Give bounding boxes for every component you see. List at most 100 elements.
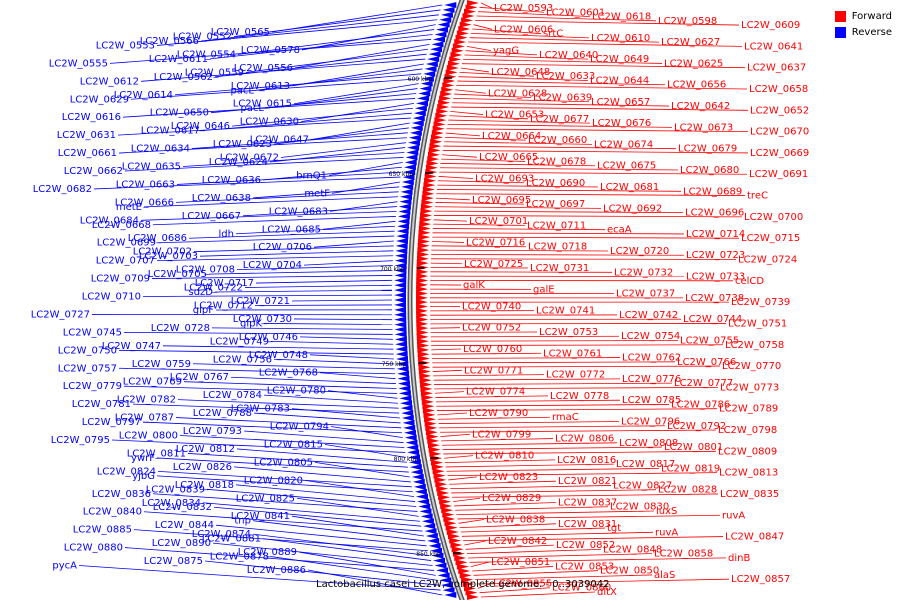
gene-arrow-reverse [394,297,406,303]
gene-label-forward: srtC [543,29,563,40]
gene-label-reverse: LC2W_0616 [62,112,121,123]
connector-line [322,220,396,230]
gene-label-forward: dinB [728,553,750,564]
connector-line [458,76,589,81]
gene-arrow-reverse [421,518,434,525]
gene-label-reverse: sdzD [188,287,213,298]
gene-label-forward: LC2W_0697 [526,199,585,210]
reverse-swatch [834,26,846,38]
connector-line [469,557,727,563]
connector-line [235,484,416,502]
gene-label-forward: LC2W_0642 [671,101,730,112]
gene-arrow-forward [456,563,469,570]
gene-label-forward: LC2W_0689 [683,186,742,197]
gene-label-reverse: LC2W_0662 [64,166,123,177]
gene-arrow-forward [449,537,462,544]
gene-label-forward: LC2W_0714 [686,229,745,240]
connector-line [313,240,394,248]
connector-line [156,19,438,46]
gene-arrow-reverse [406,444,419,451]
gene-arrow-forward [449,56,462,63]
connector-line [430,331,538,333]
connector-line [78,565,441,591]
gene-label-reverse: LC2W_0634 [131,144,190,155]
connector-line [431,344,724,346]
gene-arrow-reverse [395,247,408,254]
gene-label-reverse: LC2W_0706 [253,242,312,253]
gene-label-reverse: LC2W_0836 [92,489,151,500]
gene-label-forward: LC2W_0732 [614,267,673,278]
connector-line [444,137,527,141]
gene-label-reverse: LC2W_0832 [153,502,212,513]
gene-label-reverse: LC2W_0780 [267,386,326,397]
gene-label-reverse: LC2W_0839 [146,484,205,495]
connector-line [448,476,478,481]
gene-label-forward: LC2W_0665 [479,152,538,163]
gene-arrow-forward [423,411,436,418]
connector-line [254,304,393,306]
connector-line [479,587,551,594]
connector-line [211,327,393,330]
connector-line [468,41,743,47]
connector-line [472,28,542,34]
connector-line [431,254,685,256]
connector-line [199,250,394,257]
connector-line [237,29,435,55]
gene-label-forward: LC2W_0790 [469,408,528,419]
gene-label-forward: LC2W_0848 [603,544,662,555]
connector-line [451,489,657,494]
connector-line [433,219,468,222]
gene-arrow-forward [447,60,460,67]
connector-line [174,73,422,96]
gene-label-reverse: LC2W_0890 [152,538,211,549]
connector-line [464,54,589,60]
gene-arrow-forward [423,182,436,189]
gene-label-forward: LC2W_0673 [674,122,733,133]
connector-line [299,336,393,340]
gene-arrow-forward [458,26,471,33]
connector-line [438,416,551,420]
connector-line [183,381,397,389]
connector-line [433,374,545,377]
gene-label-reverse: LC2W_0746 [239,332,298,343]
gene-label-reverse: LC2W_0631 [57,130,116,141]
gene-label-reverse: LC2W_0747 [102,341,161,352]
gene-arrow-forward [417,242,430,249]
gene-label-forward: LC2W_0693 [475,174,534,185]
gene-label-forward: LC2W_0695 [472,195,531,206]
gene-arrow-forward [416,312,429,319]
connector-line [476,578,730,585]
gene-label-reverse: LC2W_0881 [202,534,261,545]
gene-label-forward: LC2W_0860 [552,583,611,594]
connector-line [143,511,423,532]
gene-arrow-reverse [412,115,425,122]
gene-arrow-forward [438,99,451,106]
gene-arrow-forward [430,459,443,466]
connector-line [328,161,403,176]
gene-label-forward: ruvA [722,510,745,521]
connector-line [434,382,673,385]
gene-label-forward: LC2W_0628 [488,88,547,99]
gene-arrow-reverse [400,405,413,412]
gene-arrow-forward [417,251,430,258]
gene-arrow-reverse [416,100,429,107]
gene-label-reverse: LC2W_0702 [133,247,192,258]
connector-line [477,583,492,589]
connector-line [451,106,749,111]
gene-label-forward: LC2W_0701 [469,216,528,227]
gene-arrow-reverse [437,21,450,28]
connector-line [242,206,397,217]
gene-arrow-reverse [425,533,438,539]
gene-label-reverse: LC2W_0556 [234,63,293,74]
gene-label-forward: LC2W_0760 [463,344,522,355]
gene-label-forward: LC2W_0773 [720,382,779,393]
gene-arrow-reverse [408,134,421,141]
gene-arrow-forward [418,229,431,236]
gene-arrow-reverse [427,537,440,544]
connector-line [206,488,417,507]
connector-line [430,262,463,265]
gene-label-reverse: LC2W_0834 [142,498,201,509]
connector-line [434,215,743,218]
gene-arrow-reverse [394,262,407,269]
